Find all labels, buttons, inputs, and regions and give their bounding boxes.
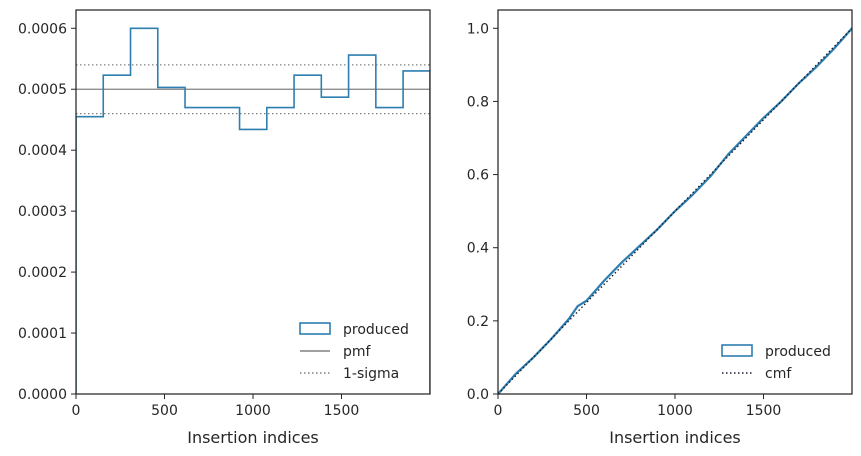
y-tick-label: 1.0 — [467, 21, 489, 37]
x-tick-label: 0 — [72, 403, 81, 419]
x-tick-label: 500 — [573, 403, 600, 419]
plot-frame — [75, 9, 431, 395]
y-tick-label: 0.0005 — [18, 82, 67, 98]
y-tick-label: 0.0002 — [18, 265, 67, 281]
y-tick-label: 0.0 — [467, 387, 489, 403]
legend-label-produced: produced — [343, 322, 409, 338]
x-tick-label: 1500 — [324, 403, 360, 419]
y-tick-label: 0.4 — [467, 241, 489, 257]
cumulative-chart: 0 500 1000 1500 0.0 0.2 0.4 0.6 0.8 1.0 Insertion … — [467, 9, 853, 447]
legend-swatch-produced — [721, 344, 753, 357]
y-tick-label: 0.0004 — [18, 143, 67, 159]
histogram-chart: 0 500 1000 1500 0.0000 0.0001 0.0002 0.0003 0.00… — [18, 9, 431, 447]
plot-area — [76, 27, 430, 394]
x-tick-label: 1000 — [235, 403, 271, 419]
x-axis-label: Insertion indices — [187, 428, 319, 447]
y-tick-label: 0.0000 — [18, 387, 67, 403]
y-tick-label: 0.8 — [467, 94, 489, 110]
x-tick-label: 1500 — [746, 403, 782, 419]
series-line-cmf — [498, 27, 852, 394]
y-tick-label: 0.6 — [467, 168, 489, 184]
y-tick-label: 0.0003 — [18, 204, 67, 220]
legend-label-sigma: 1-sigma — [343, 366, 399, 382]
legend-label-produced: produced — [765, 344, 831, 360]
x-tick-label: 1000 — [657, 403, 693, 419]
legend-swatch-produced — [299, 322, 331, 335]
histogram-step — [76, 27, 430, 394]
plot-frame — [497, 9, 853, 395]
series-line-produced — [498, 27, 852, 394]
plot-area — [498, 27, 852, 394]
legend-label-cmf: cmf — [765, 366, 792, 382]
legend-label-pmf: pmf — [343, 344, 372, 360]
x-tick-label: 500 — [151, 403, 178, 419]
y-tick-label: 0.0001 — [18, 326, 67, 342]
y-tick-label: 0.0006 — [18, 21, 67, 37]
x-tick-label: 0 — [494, 403, 503, 419]
y-tick-label: 0.2 — [467, 314, 489, 330]
x-axis-label: Insertion indices — [609, 428, 741, 447]
